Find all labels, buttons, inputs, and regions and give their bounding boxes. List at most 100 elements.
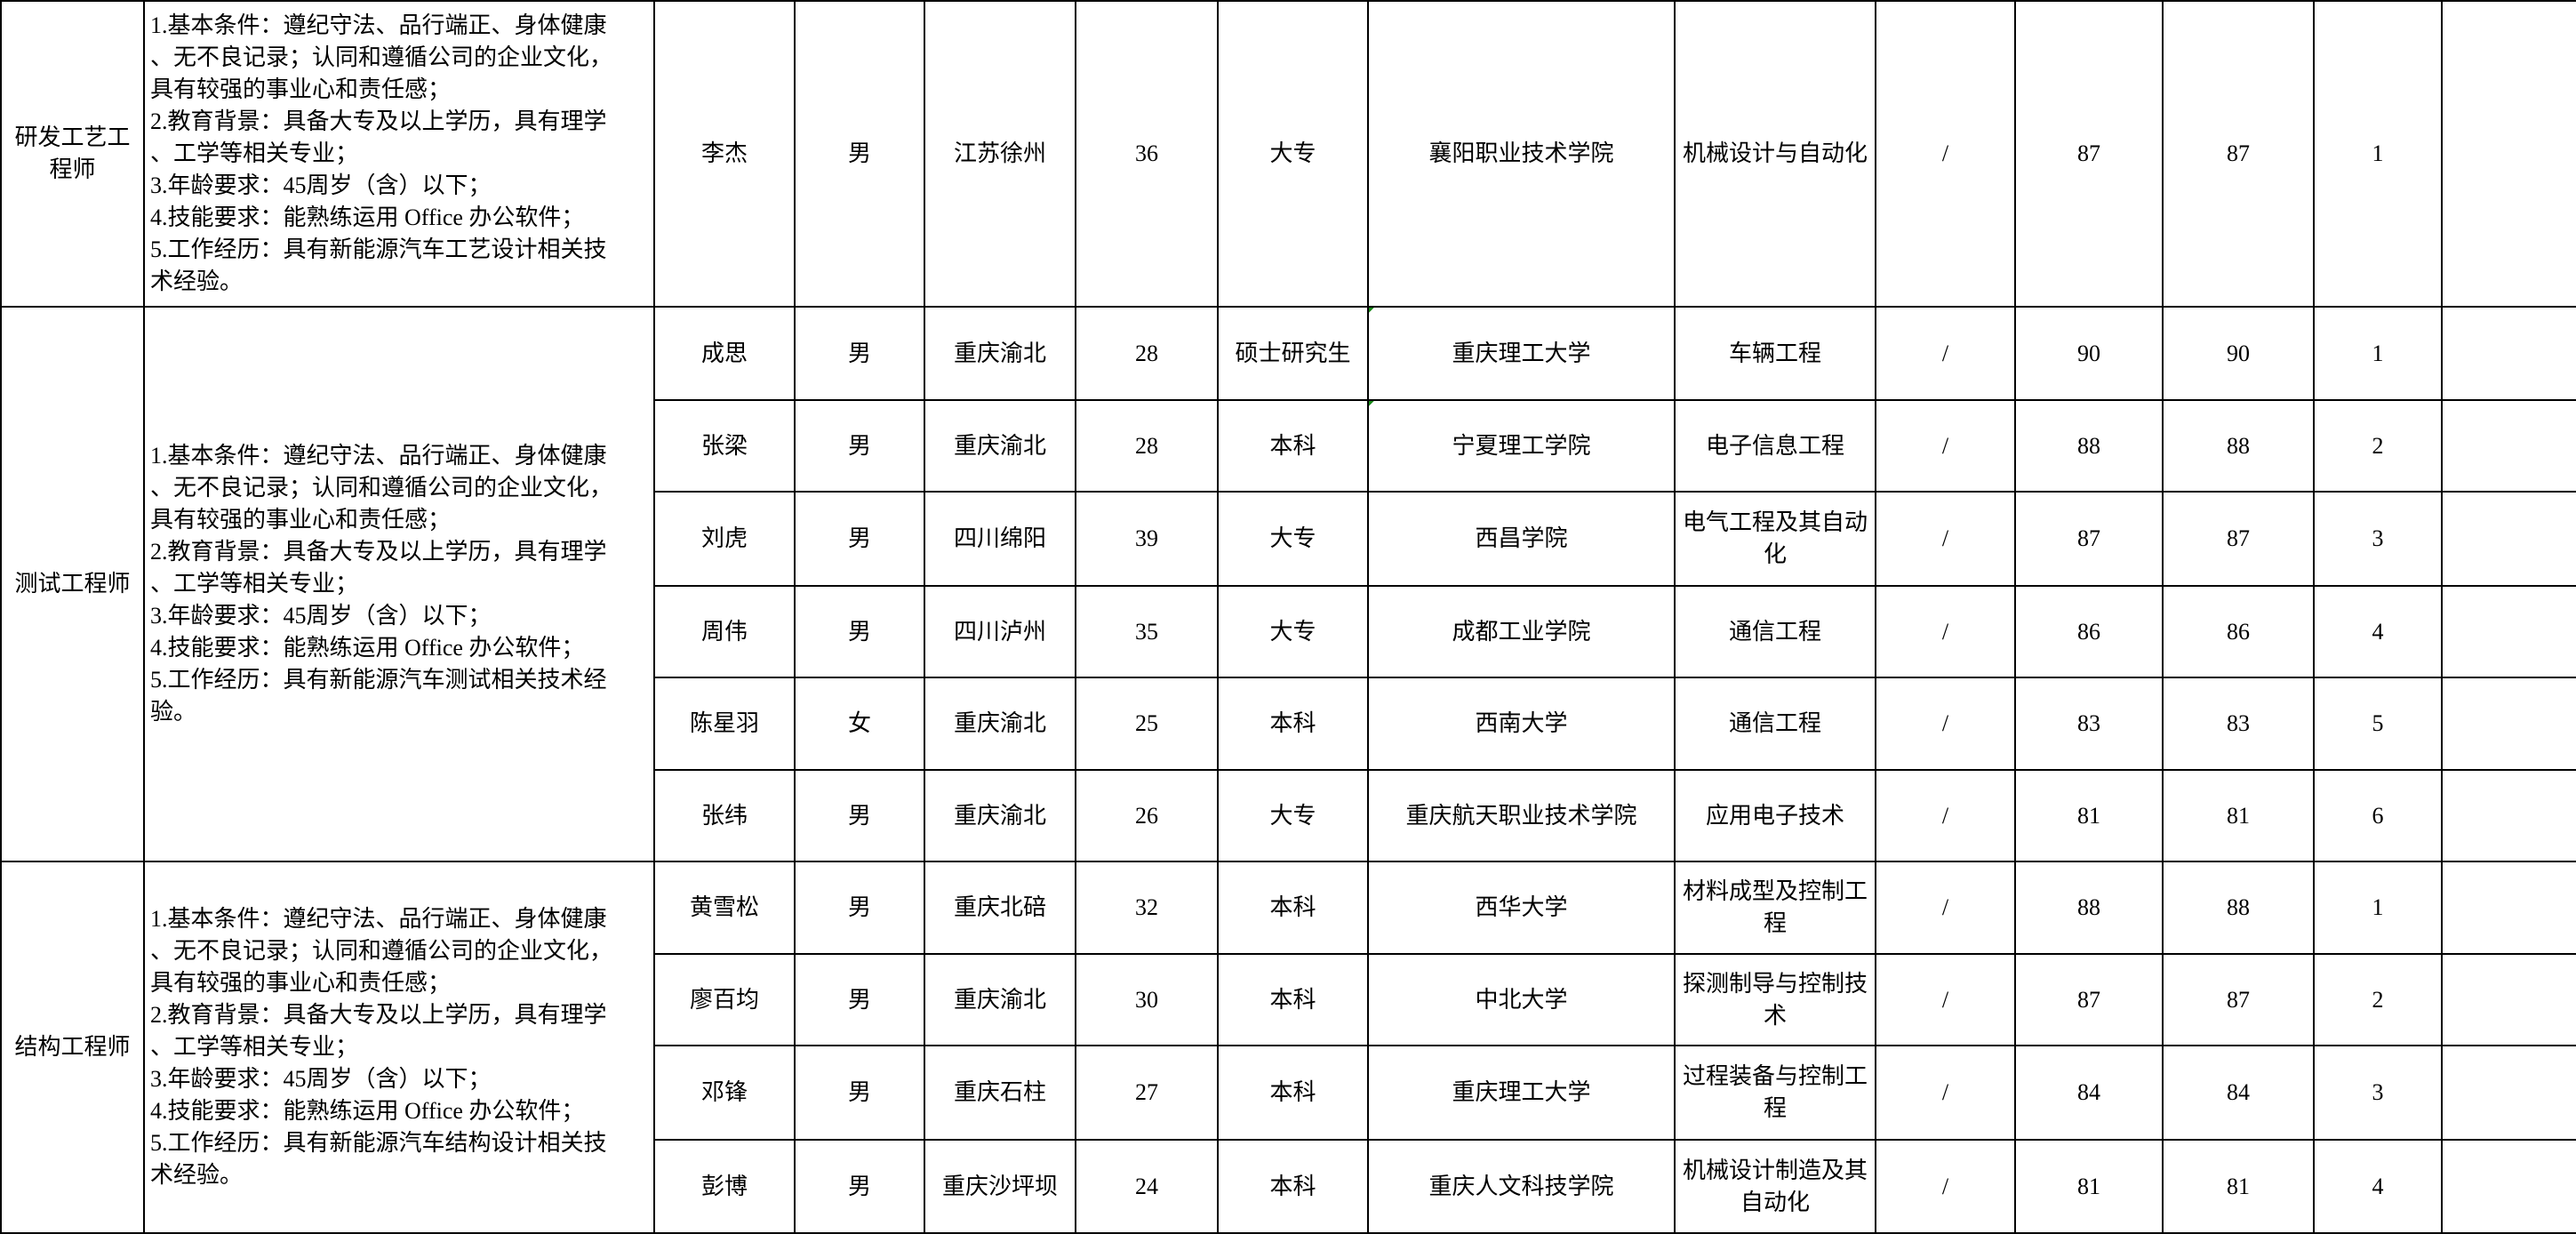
note-cell[interactable] xyxy=(2441,769,2576,862)
major-cell[interactable]: 应用电子技术 xyxy=(1674,769,1876,862)
education-cell[interactable]: 本科 xyxy=(1217,861,1369,955)
rank-cell[interactable]: 3 xyxy=(2313,1045,2443,1141)
origin-cell[interactable]: 四川泸州 xyxy=(924,585,1076,678)
education-cell[interactable]: 大专 xyxy=(1217,491,1369,587)
requirements-cell[interactable]: 1.基本条件：遵纪守法、品行端正、身体健康 、无不良记录；认同和遵循公司的企业文… xyxy=(143,0,655,308)
other-cell[interactable]: / xyxy=(1875,306,2016,401)
origin-cell[interactable]: 四川绵阳 xyxy=(924,491,1076,587)
score2-cell[interactable]: 90 xyxy=(2162,306,2315,401)
name-cell[interactable]: 周伟 xyxy=(653,585,796,678)
major-cell[interactable]: 机械设计制造及其自动化 xyxy=(1674,1139,1876,1234)
name-cell[interactable]: 成思 xyxy=(653,306,796,401)
note-cell[interactable] xyxy=(2441,953,2576,1046)
gender-cell[interactable]: 男 xyxy=(794,306,925,401)
score1-cell[interactable]: 86 xyxy=(2014,585,2164,678)
note-cell[interactable] xyxy=(2441,585,2576,678)
other-cell[interactable]: / xyxy=(1875,1045,2016,1141)
education-cell[interactable]: 大专 xyxy=(1217,585,1369,678)
name-cell[interactable]: 彭博 xyxy=(653,1139,796,1234)
major-cell[interactable]: 过程装备与控制工程 xyxy=(1674,1045,1876,1141)
score2-cell[interactable]: 87 xyxy=(2162,953,2315,1046)
school-cell[interactable]: 西昌学院 xyxy=(1367,491,1676,587)
score1-cell[interactable]: 90 xyxy=(2014,306,2164,401)
age-cell[interactable]: 36 xyxy=(1075,0,1219,308)
score1-cell[interactable]: 88 xyxy=(2014,861,2164,955)
gender-cell[interactable]: 男 xyxy=(794,1139,925,1234)
rank-cell[interactable]: 3 xyxy=(2313,491,2443,587)
rank-cell[interactable]: 2 xyxy=(2313,399,2443,493)
other-cell[interactable]: / xyxy=(1875,953,2016,1046)
origin-cell[interactable]: 重庆北碚 xyxy=(924,861,1076,955)
age-cell[interactable]: 39 xyxy=(1075,491,1219,587)
score2-cell[interactable]: 81 xyxy=(2162,769,2315,862)
major-cell[interactable]: 电子信息工程 xyxy=(1674,399,1876,493)
other-cell[interactable]: / xyxy=(1875,677,2016,771)
origin-cell[interactable]: 重庆沙坪坝 xyxy=(924,1139,1076,1234)
other-cell[interactable]: / xyxy=(1875,861,2016,955)
gender-cell[interactable]: 男 xyxy=(794,861,925,955)
origin-cell[interactable]: 重庆渝北 xyxy=(924,399,1076,493)
education-cell[interactable]: 本科 xyxy=(1217,953,1369,1046)
major-cell[interactable]: 材料成型及控制工程 xyxy=(1674,861,1876,955)
origin-cell[interactable]: 重庆渝北 xyxy=(924,769,1076,862)
score1-cell[interactable]: 84 xyxy=(2014,1045,2164,1141)
note-cell[interactable] xyxy=(2441,0,2576,308)
score2-cell[interactable]: 86 xyxy=(2162,585,2315,678)
score2-cell[interactable]: 84 xyxy=(2162,1045,2315,1141)
education-cell[interactable]: 大专 xyxy=(1217,769,1369,862)
note-cell[interactable] xyxy=(2441,1045,2576,1141)
age-cell[interactable]: 24 xyxy=(1075,1139,1219,1234)
score1-cell[interactable]: 87 xyxy=(2014,953,2164,1046)
school-cell[interactable]: 中北大学 xyxy=(1367,953,1676,1046)
age-cell[interactable]: 25 xyxy=(1075,677,1219,771)
other-cell[interactable]: / xyxy=(1875,491,2016,587)
name-cell[interactable]: 廖百均 xyxy=(653,953,796,1046)
score2-cell[interactable]: 81 xyxy=(2162,1139,2315,1234)
major-cell[interactable]: 探测制导与控制技术 xyxy=(1674,953,1876,1046)
gender-cell[interactable]: 男 xyxy=(794,399,925,493)
origin-cell[interactable]: 重庆渝北 xyxy=(924,677,1076,771)
note-cell[interactable] xyxy=(2441,1139,2576,1234)
school-cell[interactable]: 成都工业学院 xyxy=(1367,585,1676,678)
score2-cell[interactable]: 87 xyxy=(2162,491,2315,587)
origin-cell[interactable]: 重庆石柱 xyxy=(924,1045,1076,1141)
rank-cell[interactable]: 2 xyxy=(2313,953,2443,1046)
name-cell[interactable]: 邓锋 xyxy=(653,1045,796,1141)
name-cell[interactable]: 黄雪松 xyxy=(653,861,796,955)
age-cell[interactable]: 30 xyxy=(1075,953,1219,1046)
position-cell[interactable]: 研发工艺工程师 xyxy=(0,0,145,308)
school-cell[interactable]: 重庆航天职业技术学院 xyxy=(1367,769,1676,862)
education-cell[interactable]: 本科 xyxy=(1217,1139,1369,1234)
origin-cell[interactable]: 重庆渝北 xyxy=(924,306,1076,401)
other-cell[interactable]: / xyxy=(1875,399,2016,493)
requirements-cell[interactable]: 1.基本条件：遵纪守法、品行端正、身体健康 、无不良记录；认同和遵循公司的企业文… xyxy=(143,306,655,862)
gender-cell[interactable]: 男 xyxy=(794,491,925,587)
major-cell[interactable]: 机械设计与自动化 xyxy=(1674,0,1876,308)
education-cell[interactable]: 本科 xyxy=(1217,677,1369,771)
gender-cell[interactable]: 男 xyxy=(794,769,925,862)
name-cell[interactable]: 陈星羽 xyxy=(653,677,796,771)
origin-cell[interactable]: 重庆渝北 xyxy=(924,953,1076,1046)
gender-cell[interactable]: 男 xyxy=(794,585,925,678)
other-cell[interactable]: / xyxy=(1875,769,2016,862)
education-cell[interactable]: 本科 xyxy=(1217,399,1369,493)
gender-cell[interactable]: 男 xyxy=(794,953,925,1046)
rank-cell[interactable]: 4 xyxy=(2313,585,2443,678)
school-cell[interactable]: 重庆理工大学 xyxy=(1367,306,1676,401)
age-cell[interactable]: 27 xyxy=(1075,1045,1219,1141)
major-cell[interactable]: 电气工程及其自动化 xyxy=(1674,491,1876,587)
score2-cell[interactable]: 83 xyxy=(2162,677,2315,771)
rank-cell[interactable]: 1 xyxy=(2313,0,2443,308)
score2-cell[interactable]: 87 xyxy=(2162,0,2315,308)
age-cell[interactable]: 28 xyxy=(1075,399,1219,493)
major-cell[interactable]: 通信工程 xyxy=(1674,677,1876,771)
score1-cell[interactable]: 81 xyxy=(2014,769,2164,862)
school-cell[interactable]: 西华大学 xyxy=(1367,861,1676,955)
score1-cell[interactable]: 87 xyxy=(2014,491,2164,587)
note-cell[interactable] xyxy=(2441,861,2576,955)
score1-cell[interactable]: 81 xyxy=(2014,1139,2164,1234)
gender-cell[interactable]: 男 xyxy=(794,1045,925,1141)
score1-cell[interactable]: 88 xyxy=(2014,399,2164,493)
note-cell[interactable] xyxy=(2441,306,2576,401)
score2-cell[interactable]: 88 xyxy=(2162,861,2315,955)
